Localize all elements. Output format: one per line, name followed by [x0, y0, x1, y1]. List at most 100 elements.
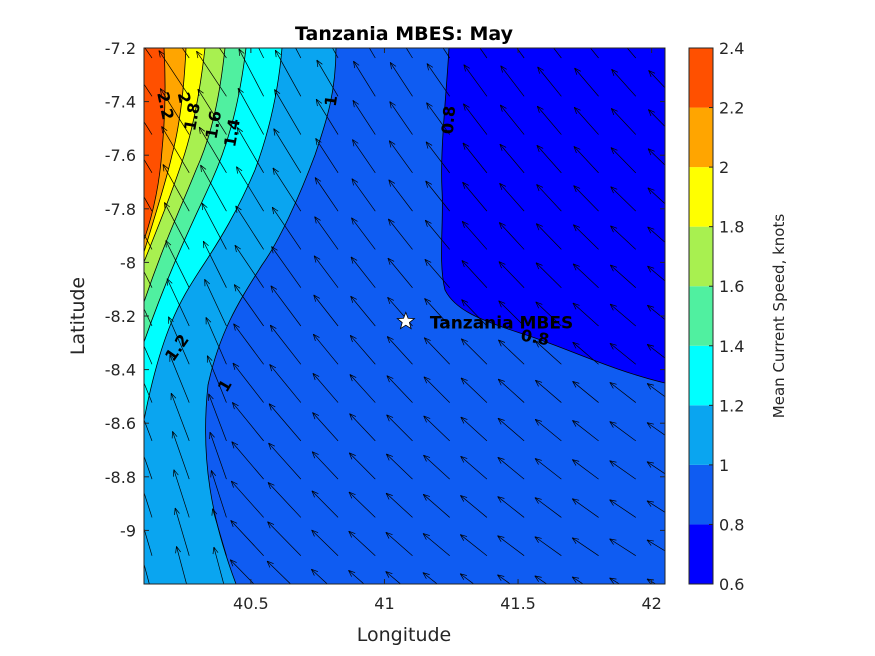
vector-shaft [536, 223, 562, 250]
vector-head [231, 441, 239, 446]
vector-shaft [352, 139, 376, 174]
vector-head [158, 13, 160, 20]
vector-head [349, 374, 353, 382]
vector-head [202, 241, 205, 249]
vector-head [572, 263, 577, 271]
vector-head [500, 104, 507, 109]
vector-shaft [295, 48, 302, 59]
colorbar-swatch [689, 48, 713, 108]
vector-head [461, 299, 465, 307]
y-tick-label: -7.2 [105, 39, 136, 58]
y-tick-label: -8.4 [105, 361, 136, 380]
vector-head [198, 126, 201, 135]
vector-shaft [535, 301, 562, 327]
vector-head [353, 60, 360, 66]
vector-shaft [646, 500, 665, 513]
vector-shaft [462, 181, 488, 212]
vector-shaft [426, 63, 451, 97]
vector-head [535, 419, 542, 422]
vector-head [128, 240, 133, 245]
vector-shaft [610, 186, 637, 212]
colorbar-tick-label: 2.4 [719, 39, 744, 58]
vector-head [646, 539, 652, 546]
vector-shaft [144, 270, 153, 288]
vector-head [166, 278, 173, 284]
vector-head [463, 103, 466, 111]
vector-head [311, 568, 319, 573]
vector-shaft [237, 87, 264, 135]
vector-shaft [424, 298, 450, 327]
vector-head [235, 205, 238, 213]
vector-head [535, 340, 543, 344]
colorbar-tick-label: 2.2 [719, 99, 744, 118]
vector-shaft [170, 393, 190, 441]
vector-head [423, 454, 431, 458]
vector-head [351, 178, 359, 183]
vector-head [234, 244, 241, 250]
vector-shaft [388, 218, 413, 250]
vector-head [460, 338, 465, 346]
vector-head [534, 536, 542, 539]
vector-head [459, 534, 465, 541]
vector-head [425, 180, 428, 188]
vector-shaft [144, 121, 153, 135]
x-tick-label: 40.5 [233, 594, 269, 613]
vector-head [573, 224, 580, 228]
vector-head [572, 420, 580, 423]
contour-label: 0.8 [519, 326, 550, 350]
vector-head [463, 64, 470, 69]
vector-head [426, 63, 429, 71]
vector-head [237, 87, 244, 93]
vector-head [498, 261, 502, 269]
vector-shaft [648, 70, 665, 89]
vector-head [389, 101, 396, 106]
vector-head [172, 431, 178, 437]
vector-head [573, 146, 581, 150]
vector-head [275, 49, 281, 55]
vector-head [574, 106, 581, 111]
vector-head [350, 256, 354, 264]
vector-head [389, 101, 392, 109]
vector-head [572, 341, 580, 345]
vector-head [612, 30, 618, 33]
vector-shaft [230, 480, 264, 518]
vector-head [387, 258, 391, 265]
vector-head [499, 143, 507, 148]
vector-shaft [425, 219, 450, 250]
vector-head [611, 68, 619, 73]
vector-head [498, 261, 506, 265]
vector-shaft [423, 494, 450, 518]
vector-head [571, 576, 577, 583]
colorbar-tick-label: 1 [719, 456, 729, 475]
vector-head [422, 494, 427, 501]
vector-head [534, 575, 542, 578]
vector-head [138, 546, 139, 553]
vector-head [535, 379, 543, 383]
vector-head [124, 126, 125, 133]
vector-head [386, 375, 394, 379]
vector-head [610, 147, 614, 155]
contour-label: 2 [174, 90, 195, 105]
vector-head [211, 508, 213, 516]
vector-head [200, 164, 202, 173]
vector-shaft [201, 202, 227, 250]
vector-head [534, 497, 539, 504]
vector-shaft [460, 416, 488, 442]
vector-head [609, 460, 614, 467]
vector-head [197, 88, 204, 94]
vector-head [424, 220, 428, 227]
vector-head [646, 539, 654, 542]
vector-head [237, 88, 240, 96]
vector-head [269, 364, 273, 372]
vector-shaft [571, 576, 584, 584]
vector-head [461, 260, 469, 264]
vector-head [230, 520, 238, 524]
vector-shaft [389, 101, 413, 135]
vector-shaft [498, 222, 525, 250]
vector-head [609, 264, 614, 272]
vector-shaft [212, 508, 227, 556]
vector-shaft [312, 373, 339, 403]
vector-head [158, 50, 165, 55]
vector-shaft [267, 482, 302, 518]
vector-head [385, 493, 390, 500]
